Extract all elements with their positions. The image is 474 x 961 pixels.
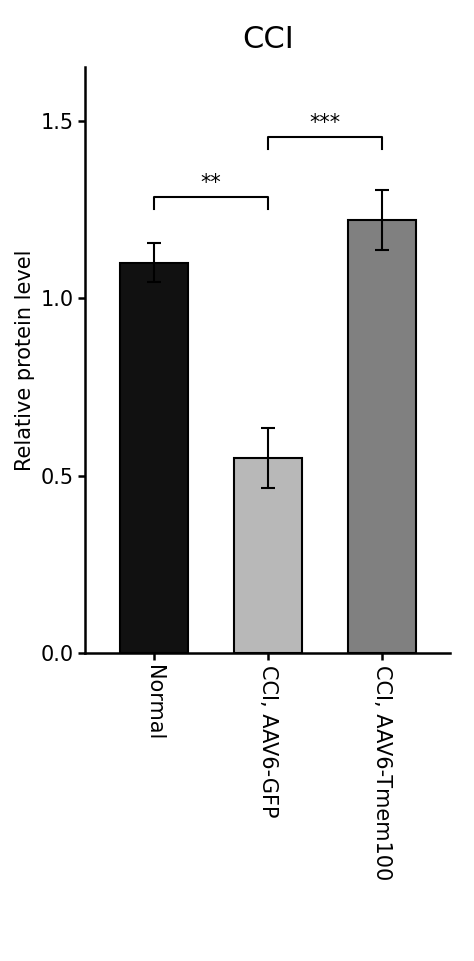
Bar [234,458,302,653]
Text: ***: *** [309,113,340,133]
Title: CCI: CCI [242,25,294,54]
Bar [119,262,188,653]
Text: **: ** [201,173,221,193]
Y-axis label: Relative protein level: Relative protein level [15,250,35,471]
Bar [347,220,416,653]
